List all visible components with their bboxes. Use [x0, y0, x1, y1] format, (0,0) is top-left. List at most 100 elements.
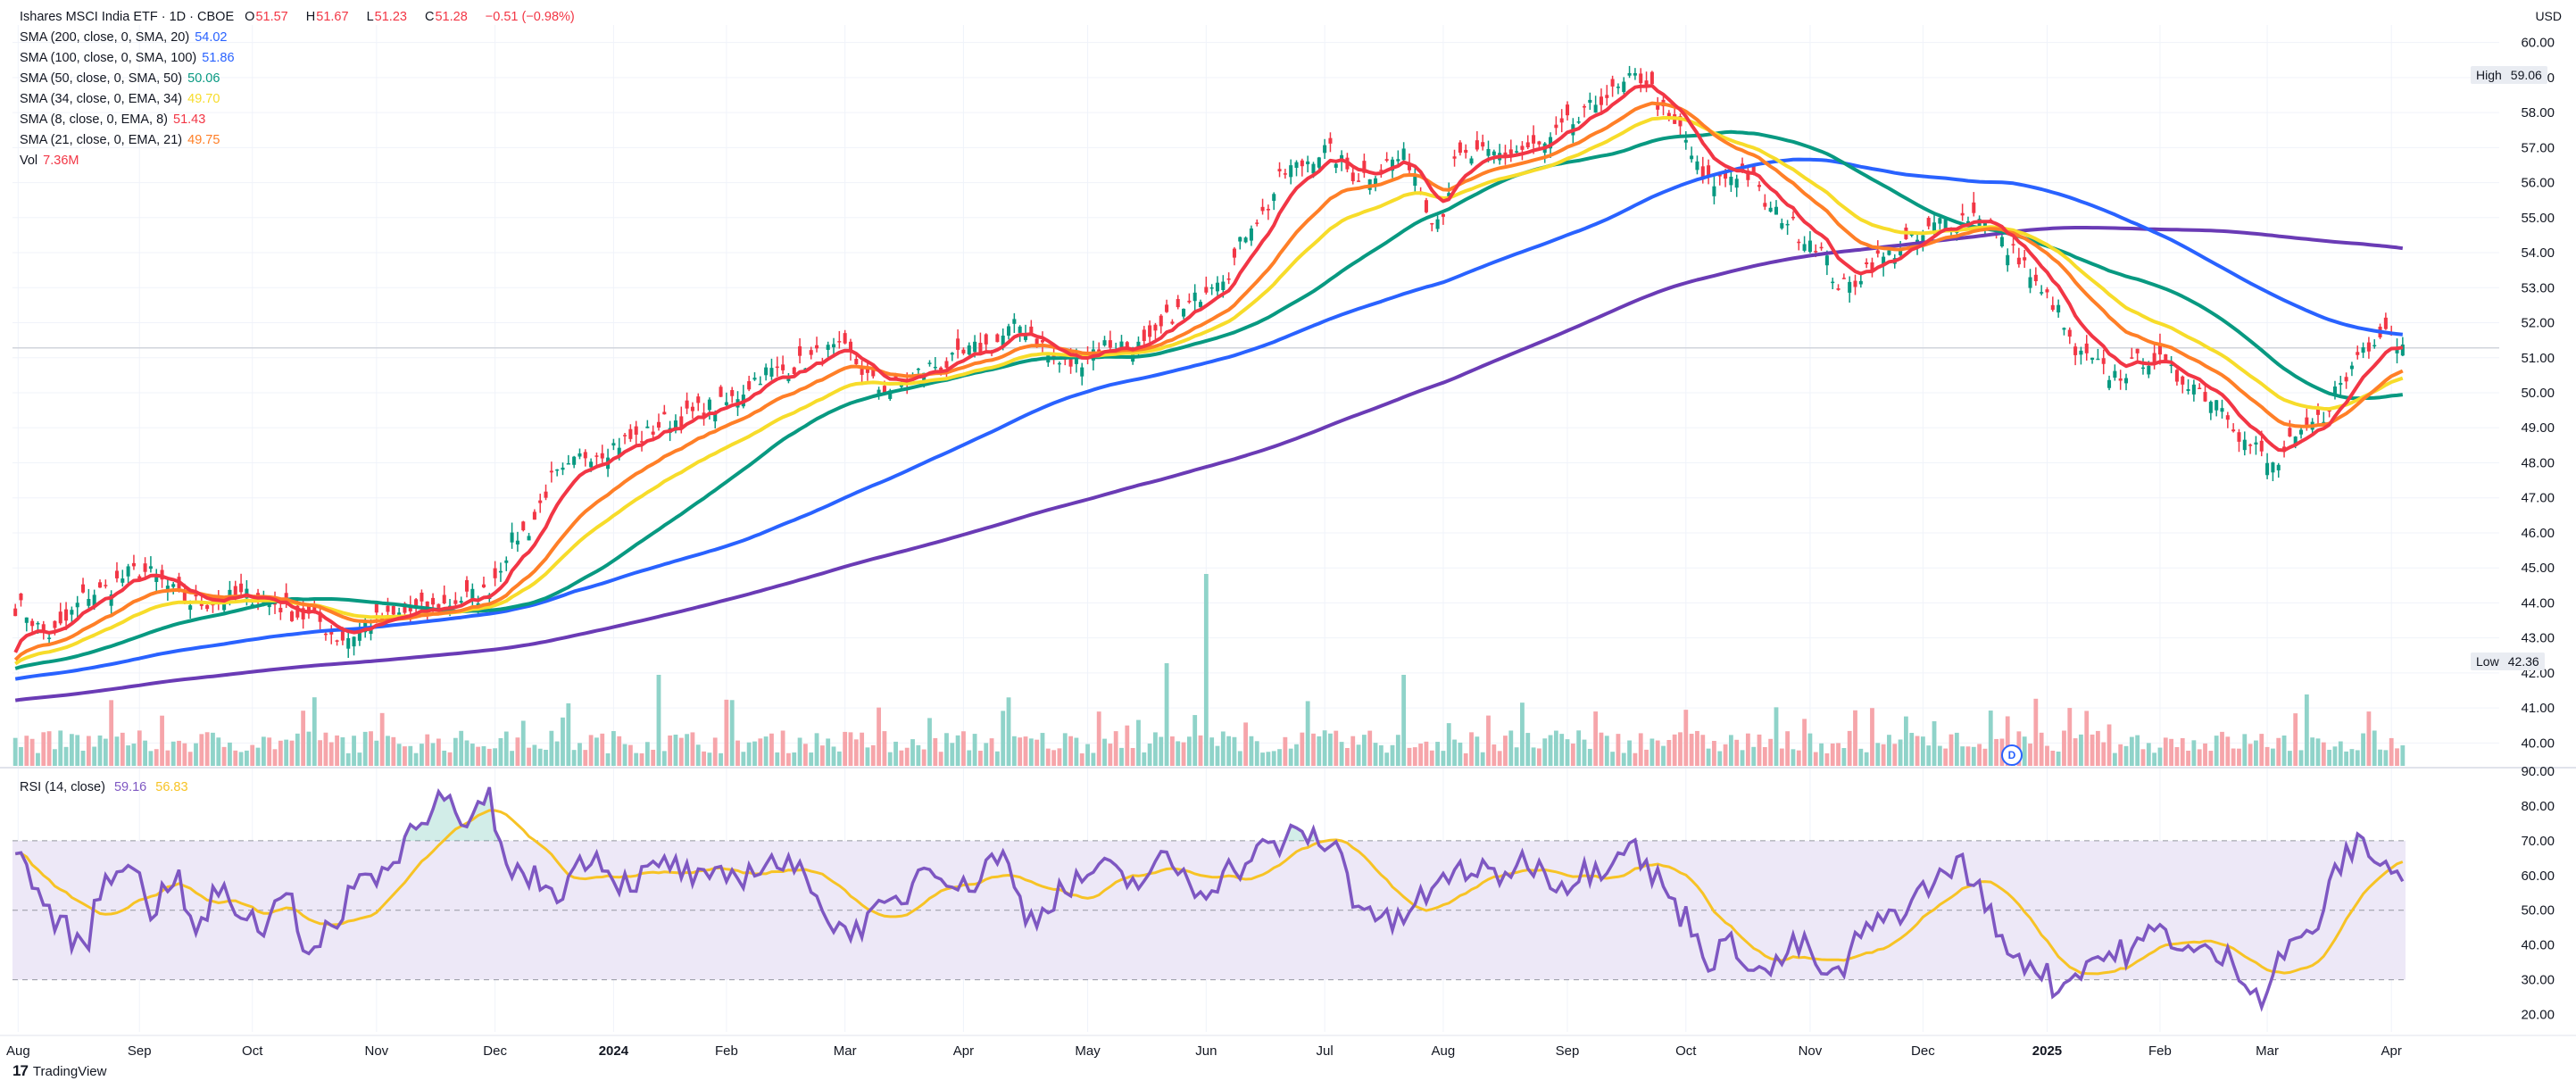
volume-bar: [369, 731, 373, 766]
volume-bar: [1706, 748, 1711, 766]
volume-bar: [1700, 735, 1706, 766]
volume-bar: [228, 742, 232, 766]
candle-body: [1221, 281, 1226, 291]
volume-bar: [109, 700, 114, 766]
indicator-ema34[interactable]: SMA (34, close, 0, EMA, 34) 49.70: [20, 89, 582, 110]
volume-bar: [170, 741, 176, 766]
candle-body: [295, 605, 300, 618]
ema34-line: [14, 116, 2404, 666]
volume-bar: [1965, 746, 1971, 766]
candle-body: [2140, 367, 2145, 370]
rsi-tick-label: 60.00: [2521, 869, 2555, 884]
volume-bar: [1125, 725, 1130, 766]
candle-body: [1678, 116, 1683, 127]
candle-body: [1525, 142, 1530, 148]
volume-bar: [2355, 750, 2360, 766]
candle-body: [1390, 159, 1395, 171]
volume-bar: [154, 749, 159, 766]
volume-bar: [802, 744, 808, 766]
footer-brand[interactable]: 17 TradingView: [12, 1062, 106, 1080]
candle-body: [1492, 151, 1496, 155]
volume-bar: [1079, 752, 1084, 766]
price-tick-label: 58.00: [2521, 105, 2555, 121]
volume-bar: [1011, 736, 1017, 766]
volume-bar: [537, 748, 543, 766]
volume-bar: [19, 746, 23, 766]
volume-bar: [2293, 713, 2298, 766]
candle-body: [1215, 282, 1220, 292]
candle-body: [1724, 172, 1728, 179]
candle-body: [617, 447, 621, 456]
symbol-title[interactable]: Ishares MSCI India ETF · 1D · CBOE: [20, 10, 235, 24]
indicator-ema21[interactable]: SMA (21, close, 0, EMA, 21) 49.75: [20, 130, 582, 151]
candle-body: [1300, 160, 1304, 167]
candle-body: [87, 599, 91, 606]
volume-bar: [1130, 747, 1135, 766]
volume-bar: [1678, 732, 1683, 766]
indicator-label: SMA (8, close, 0, EMA, 8): [20, 112, 168, 127]
volume-bar: [1627, 740, 1632, 766]
dividend-marker[interactable]: D: [2001, 744, 2023, 766]
volume-bar: [792, 752, 797, 766]
candle-body: [1424, 200, 1428, 212]
indicator-ema8[interactable]: SMA (8, close, 0, EMA, 8) 51.43: [20, 110, 582, 130]
candle-body: [854, 359, 859, 364]
candle-body: [92, 594, 96, 608]
volume-bar: [673, 735, 678, 766]
candle-body: [1176, 299, 1180, 308]
candle-body: [250, 604, 254, 606]
open-value: 51.57: [255, 10, 288, 24]
candle-body: [1605, 95, 1609, 98]
rsi-legend[interactable]: RSI (14, close) 59.16 56.83: [20, 780, 188, 794]
candle-body: [939, 367, 943, 371]
candle-body: [843, 333, 847, 344]
indicator-sma50[interactable]: SMA (50, close, 0, SMA, 50) 50.06: [20, 69, 582, 89]
volume-bar: [910, 739, 915, 766]
volume-bar: [527, 747, 531, 766]
candle-body: [1435, 219, 1440, 229]
volume-bar: [1283, 736, 1288, 766]
indicator-volume[interactable]: Vol 7.36M: [20, 151, 582, 171]
candle-body: [2242, 439, 2247, 451]
volume-bar: [425, 734, 430, 766]
volume-bar: [1672, 734, 1677, 766]
candle-body: [521, 521, 526, 531]
volume-bar: [984, 743, 989, 766]
volume-bar: [1898, 739, 1903, 766]
indicator-sma200[interactable]: SMA (200, close, 0, SMA, 20) 54.02: [20, 28, 582, 48]
volume-bar: [1317, 736, 1322, 766]
volume-bar: [836, 751, 842, 766]
volume-bar: [882, 731, 887, 766]
indicator-sma100[interactable]: SMA (100, close, 0, SMA, 100) 51.86: [20, 48, 582, 69]
volume-bar: [357, 752, 362, 766]
volume-bar: [2366, 711, 2372, 766]
volume-bar: [120, 732, 125, 766]
volume-bar: [498, 737, 503, 766]
ema21-line: [13, 101, 2404, 661]
candle-body: [967, 345, 971, 355]
candle-body: [1475, 140, 1479, 150]
price-tick-label: 41.00: [2521, 701, 2555, 716]
candle-body: [1441, 213, 1445, 217]
volume-bar: [1418, 744, 1424, 766]
volume-bar: [1728, 735, 1733, 766]
volume-bar: [1553, 730, 1558, 766]
candle-body: [1616, 87, 1620, 88]
candle-body: [2152, 353, 2156, 364]
volume-bar: [741, 752, 746, 766]
candle-body: [611, 443, 616, 446]
volume-bar: [2163, 737, 2168, 766]
candle-body: [1074, 356, 1078, 364]
volume-bar: [1424, 741, 1429, 766]
volume-bar: [1576, 730, 1582, 766]
volume-bar: [194, 743, 198, 766]
low-value: 51.23: [374, 10, 407, 24]
candle-body: [301, 608, 305, 619]
time-tick-label: Nov: [1799, 1043, 1823, 1059]
candle-body: [1909, 233, 1914, 236]
volume-bar: [950, 743, 955, 766]
candle-body: [1097, 349, 1101, 353]
volume-bar: [1356, 744, 1361, 766]
candle-body: [1159, 315, 1163, 327]
